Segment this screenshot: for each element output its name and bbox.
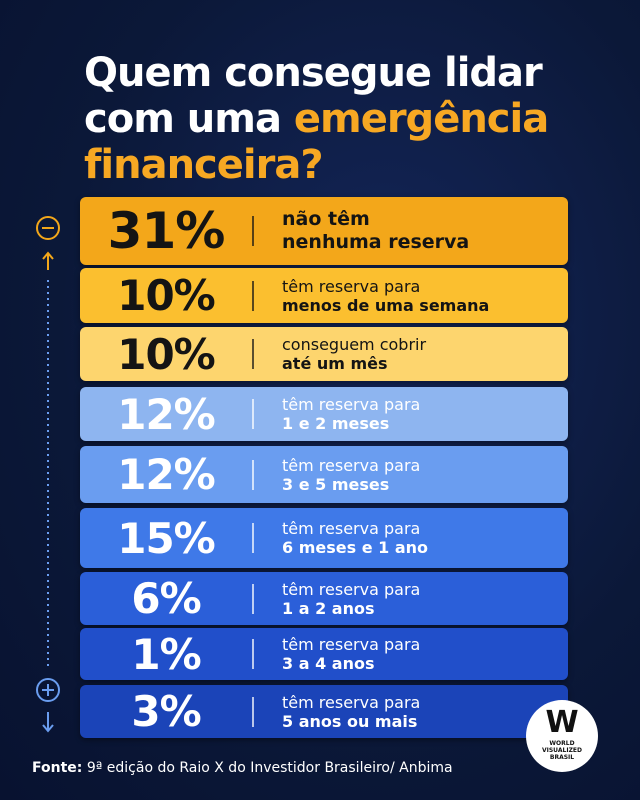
scale-axis <box>36 216 60 733</box>
plus-icon <box>36 678 60 702</box>
separator <box>252 639 254 669</box>
description-line: têm reserva para <box>282 276 421 296</box>
description-line: até um mês <box>282 354 388 373</box>
logo-text: WORLD <box>549 740 575 747</box>
percentage: 12% <box>117 450 216 499</box>
description-line: 1 e 2 meses <box>282 414 390 433</box>
description: têm reserva para 1 e 2 meses <box>282 395 420 433</box>
description-line: 5 anos ou mais <box>282 711 418 731</box>
percentage: 10% <box>117 329 216 379</box>
arrow-down <box>42 712 54 733</box>
percentage: 6% <box>131 574 201 623</box>
description: têm reserva para 1 a 2 anos <box>282 580 420 618</box>
separator <box>252 523 254 553</box>
description-line: menos de uma semana <box>282 295 490 315</box>
separator <box>252 459 254 490</box>
row: 1% têm reserva para 3 a 4 anos <box>80 628 568 680</box>
description-line: têm reserva para <box>282 519 421 538</box>
percentage: 1% <box>131 629 201 679</box>
row: 31% não têm nenhuma reserva <box>80 197 568 265</box>
separator <box>252 583 254 614</box>
row: 10% conseguem cobrir até um mês <box>80 327 568 381</box>
footer-text: 9ª edição do Raio X do Investidor Brasil… <box>86 760 453 776</box>
description-line: têm reserva para <box>282 395 421 414</box>
description-line: têm reserva para <box>282 692 421 712</box>
description-line: não têm <box>282 208 370 230</box>
logo: W WORLD VISUALIZED BRASIL <box>526 700 598 772</box>
percentage: 12% <box>117 389 216 439</box>
description-line: 3 e 5 meses <box>282 474 390 494</box>
arrow-up <box>42 251 54 270</box>
description-line: têm reserva para <box>282 579 421 599</box>
row: 15% têm reserva para 6 meses e 1 ano <box>80 508 568 568</box>
percentage: 3% <box>131 687 201 736</box>
title-text: com uma <box>84 96 282 142</box>
description-line: 3 a 4 anos <box>282 654 375 673</box>
description-line: nenhuma reserva <box>282 231 470 253</box>
footer-label: Fonte: <box>32 760 83 776</box>
separator <box>252 339 254 369</box>
row: 3% têm reserva para 5 anos ou mais <box>80 685 568 738</box>
percentage: 10% <box>117 271 216 320</box>
description-line: têm reserva para <box>282 635 421 654</box>
logo-mark: W <box>545 705 579 740</box>
description: têm reserva para 3 e 5 meses <box>282 456 420 494</box>
separator <box>252 399 254 429</box>
description-line: conseguem cobrir <box>282 335 427 354</box>
title-highlight: emergência <box>293 96 549 142</box>
row: 6% têm reserva para 1 a 2 anos <box>80 572 568 625</box>
row: 12% têm reserva para 3 e 5 meses <box>80 446 568 503</box>
description-line: 1 a 2 anos <box>282 598 375 618</box>
percentage: 31% <box>107 202 226 260</box>
description: têm reserva para 5 anos ou mais <box>282 693 420 731</box>
description: têm reserva para menos de uma semana <box>282 277 489 315</box>
description: têm reserva para 6 meses e 1 ano <box>282 519 428 557</box>
row: 10% têm reserva para menos de uma semana <box>80 268 568 323</box>
title: Quem consegue lidar com uma emergência f… <box>84 50 549 188</box>
description-line: 6 meses e 1 ano <box>282 538 428 557</box>
description: têm reserva para 3 a 4 anos <box>282 635 420 673</box>
title-highlight: financeira? <box>84 142 324 188</box>
separator <box>252 280 254 311</box>
logo-text: BRASIL <box>549 754 575 761</box>
row: 12% têm reserva para 1 e 2 meses <box>80 387 568 441</box>
description-line: têm reserva para <box>282 455 421 475</box>
separator <box>252 216 254 246</box>
minus-icon <box>36 216 60 240</box>
footer: Fonte: 9ª edição do Raio X do Investidor… <box>32 760 453 776</box>
plus-sign <box>42 684 54 696</box>
title-line: com uma emergência <box>84 96 549 142</box>
description: não têm nenhuma reserva <box>282 208 469 254</box>
title-line: Quem consegue lidar <box>84 50 543 96</box>
description: conseguem cobrir até um mês <box>282 335 426 373</box>
percentage: 15% <box>117 513 216 563</box>
logo-text: VISUALIZED <box>541 747 582 754</box>
separator <box>252 696 254 727</box>
